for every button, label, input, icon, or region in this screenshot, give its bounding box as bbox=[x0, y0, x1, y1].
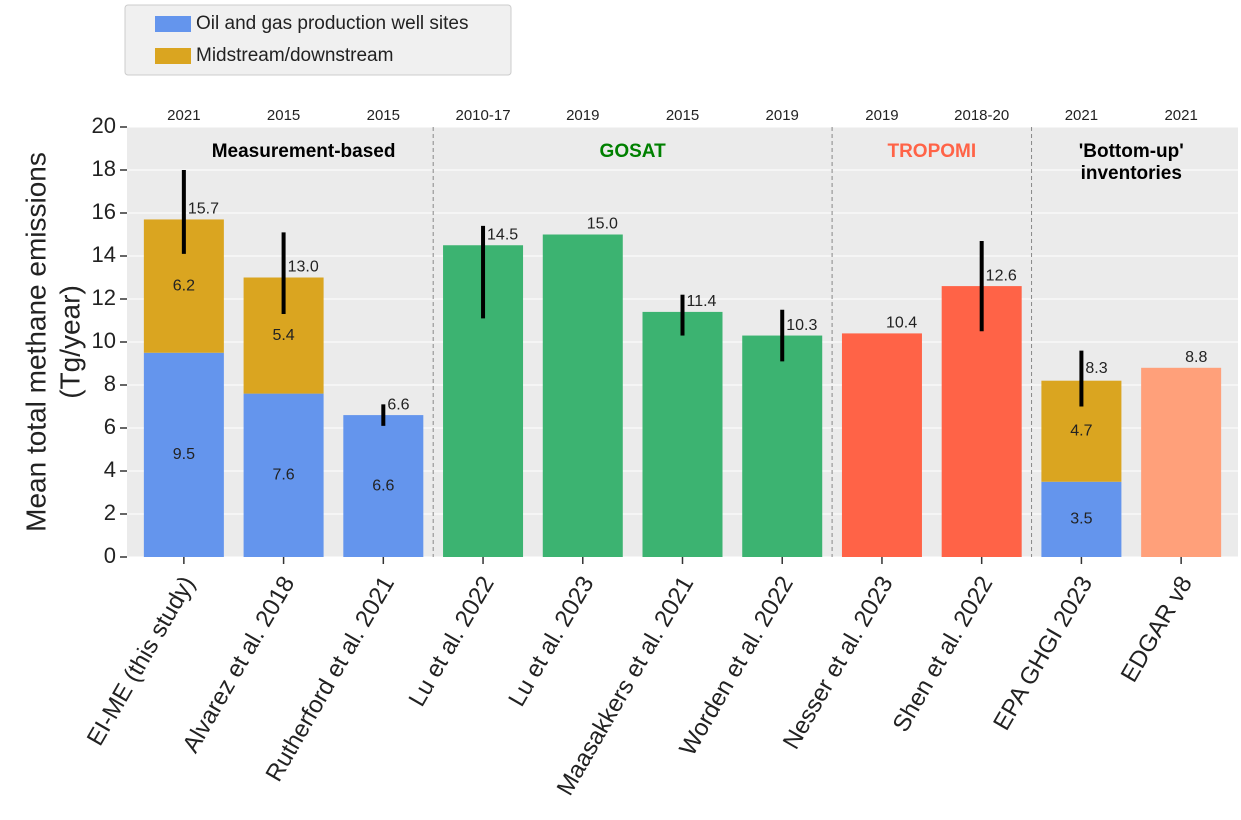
group-label: inventories bbox=[1081, 163, 1182, 184]
x-tick-label: Worden et al. 2022 bbox=[674, 572, 799, 761]
total-label: 8.8 bbox=[1185, 349, 1207, 366]
year-label: 2021 bbox=[1065, 107, 1098, 124]
y-tick-label: 8 bbox=[104, 371, 116, 396]
bar bbox=[642, 311, 723, 557]
group-label: GOSAT bbox=[600, 141, 667, 162]
group-label: Measurement-based bbox=[212, 141, 396, 162]
year-label: 2021 bbox=[167, 107, 200, 124]
segment-label: 9.5 bbox=[173, 446, 195, 463]
bar bbox=[1141, 367, 1222, 557]
y-tick-label: 14 bbox=[92, 242, 116, 267]
legend-label: Midstream/downstream bbox=[196, 45, 393, 66]
year-label: 2019 bbox=[766, 107, 799, 124]
x-tick-label: Lu et al. 2022 bbox=[404, 572, 500, 711]
group-label: 'Bottom-up' bbox=[1079, 141, 1184, 162]
bar-segment bbox=[1041, 481, 1122, 557]
y-tick-label: 4 bbox=[104, 457, 116, 482]
segment-label: 6.2 bbox=[173, 277, 195, 294]
y-axis-label: (Tg/year) bbox=[54, 285, 85, 399]
y-tick-label: 16 bbox=[92, 199, 116, 224]
year-label: 2015 bbox=[367, 107, 400, 124]
segment-label: 6.6 bbox=[372, 477, 394, 494]
year-label: 2018-20 bbox=[954, 107, 1009, 124]
total-label: 8.3 bbox=[1085, 360, 1107, 377]
segment-label: 7.6 bbox=[272, 467, 294, 484]
year-label: 2015 bbox=[666, 107, 699, 124]
legend-swatch bbox=[155, 48, 191, 64]
bar-segment bbox=[243, 393, 324, 557]
y-tick-label: 6 bbox=[104, 414, 116, 439]
x-tick-label: EI-ME (this study) bbox=[82, 572, 201, 751]
segment-label: 5.4 bbox=[272, 327, 294, 344]
x-tick-label: EPA GHGI 2023 bbox=[988, 572, 1098, 735]
group-label: TROPOMI bbox=[887, 141, 976, 162]
total-label: 6.6 bbox=[387, 396, 409, 413]
x-tick-label: Nesser et al. 2023 bbox=[778, 572, 899, 754]
x-tick-label: Lu et al. 2023 bbox=[503, 572, 599, 711]
total-label: 15.0 bbox=[587, 216, 618, 233]
legend-label: Oil and gas production well sites bbox=[196, 13, 468, 34]
year-label: 2015 bbox=[267, 107, 300, 124]
y-tick-label: 2 bbox=[104, 500, 116, 525]
total-label: 12.6 bbox=[986, 267, 1017, 284]
y-tick-label: 0 bbox=[104, 543, 116, 568]
total-label: 14.5 bbox=[487, 226, 518, 243]
total-label: 11.4 bbox=[687, 293, 717, 310]
year-label: 2010-17 bbox=[456, 107, 511, 124]
y-tick-label: 18 bbox=[92, 156, 116, 181]
x-tick-label: Alvarez et al. 2018 bbox=[177, 572, 300, 758]
year-label: 2021 bbox=[1164, 107, 1197, 124]
total-label: 15.7 bbox=[188, 201, 219, 218]
y-tick-label: 20 bbox=[92, 113, 116, 138]
bar-segment bbox=[143, 352, 224, 557]
year-label: 2019 bbox=[865, 107, 898, 124]
segment-label: 3.5 bbox=[1070, 511, 1092, 528]
legend-box bbox=[124, 4, 512, 76]
bar-segment bbox=[343, 415, 424, 557]
y-tick-label: 10 bbox=[92, 328, 116, 353]
bar bbox=[841, 333, 922, 557]
y-tick-label: 12 bbox=[92, 285, 116, 310]
x-tick-label: Shen et al. 2022 bbox=[888, 572, 999, 737]
y-axis-label: Mean total methane emissions bbox=[20, 152, 51, 532]
total-label: 13.0 bbox=[288, 259, 319, 276]
x-tick-label: EDGAR v8 bbox=[1116, 572, 1198, 687]
segment-label: 4.7 bbox=[1070, 422, 1092, 439]
total-label: 10.4 bbox=[886, 315, 917, 332]
bar bbox=[542, 234, 623, 557]
legend-swatch bbox=[155, 16, 191, 32]
year-label: 2019 bbox=[566, 107, 599, 124]
total-label: 10.3 bbox=[786, 317, 817, 334]
bar bbox=[742, 335, 823, 557]
